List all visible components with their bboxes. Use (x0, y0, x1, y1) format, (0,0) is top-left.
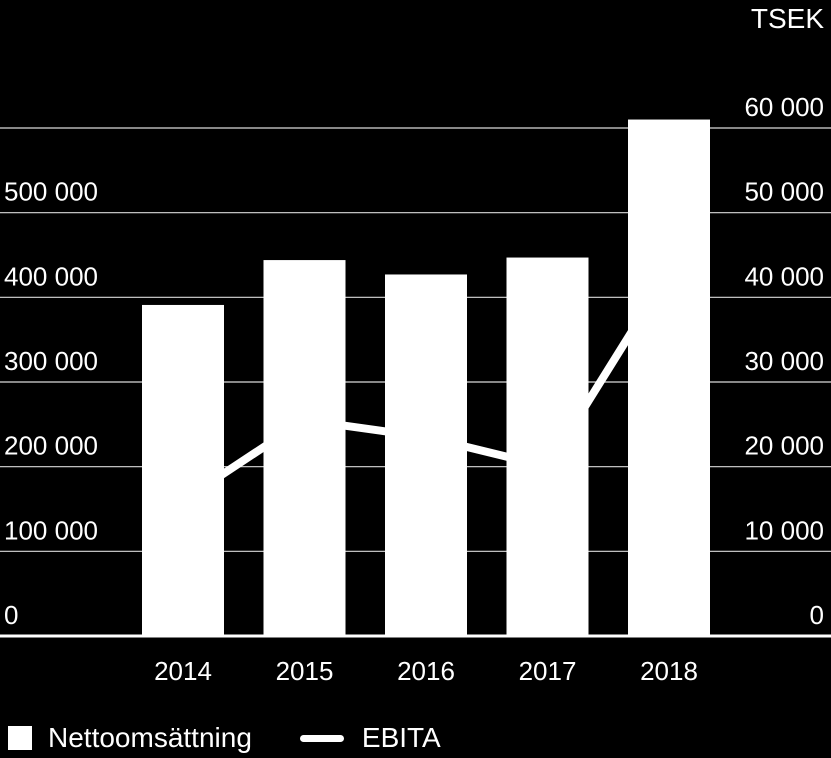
x-tick-label: 2017 (519, 656, 577, 686)
left-tick-label: 500 000 (4, 177, 98, 207)
left-tick-label: 300 000 (4, 346, 98, 376)
bar-2016 (385, 274, 467, 636)
right-tick-label: 60 000 (744, 92, 824, 122)
right-tick-label: 40 000 (744, 261, 824, 291)
left-tick-label: 400 000 (4, 261, 98, 291)
left-tick-label: 100 000 (4, 515, 98, 545)
legend-item-ebita: EBITA (299, 722, 441, 754)
x-tick-label: 2016 (397, 656, 455, 686)
legend-swatch-line (299, 734, 344, 742)
bar-2017 (506, 257, 589, 636)
legend-item-nettoomsattning: Nettoomsättning (8, 722, 252, 754)
left-tick-label: 200 000 (4, 431, 98, 461)
x-axis-labels: 2014 2015 2016 2017 2018 (154, 656, 698, 686)
legend-swatch-bar (8, 726, 32, 750)
bar-2015 (263, 260, 346, 636)
legend: Nettoomsättning EBITA (8, 718, 489, 758)
right-tick-label: 20 000 (744, 431, 824, 461)
right-tick-label: 30 000 (744, 346, 824, 376)
bar-2018 (628, 119, 710, 637)
left-axis-ticks: 0 100 000 200 000 300 000 400 000 500 000 (4, 177, 98, 630)
unit-label: TSEK (751, 3, 824, 34)
x-tick-label: 2014 (154, 656, 212, 686)
right-tick-label: 0 (810, 600, 824, 630)
legend-label-ebita: EBITA (361, 722, 441, 753)
legend-label-nettoomsattning: Nettoomsättning (48, 722, 252, 753)
bars-layer (142, 119, 710, 637)
right-axis-ticks: 0 10 000 20 000 30 000 40 000 50 000 60 000 (744, 92, 824, 630)
left-tick-label: 0 (4, 600, 18, 630)
bar-2014 (142, 304, 224, 636)
right-tick-label: 10 000 (744, 515, 824, 545)
right-tick-label: 50 000 (744, 177, 824, 207)
x-tick-label: 2018 (640, 656, 698, 686)
x-tick-label: 2015 (276, 656, 334, 686)
